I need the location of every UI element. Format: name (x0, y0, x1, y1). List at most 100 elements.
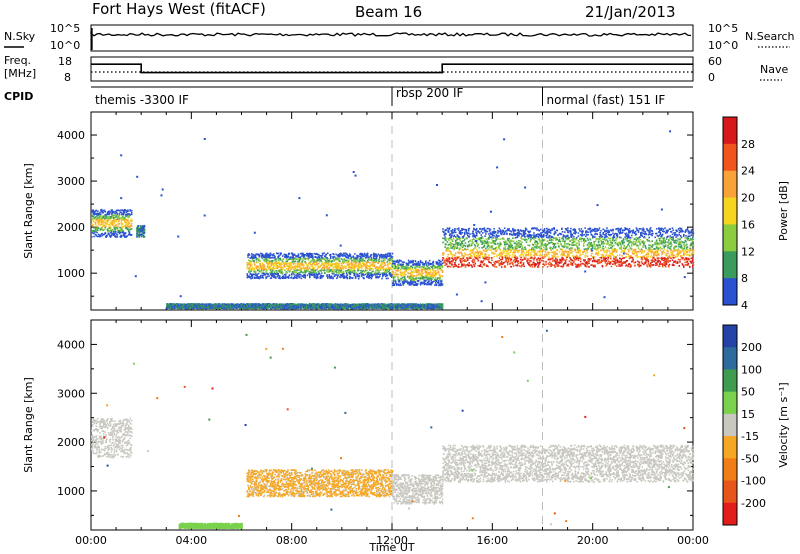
echo-cell (471, 265, 473, 267)
cpid-segments: themis -3300 IF rbsp 200 IF normal (fast) … (95, 86, 665, 107)
echo-cell (252, 277, 254, 279)
echo-cell (524, 247, 526, 249)
echo-cell (357, 275, 359, 277)
echo-cell (498, 231, 500, 233)
echo-cell (539, 250, 541, 252)
echo-cell (427, 269, 429, 271)
echo-cell (494, 253, 496, 255)
echo-cell (294, 276, 296, 278)
echo-cell (114, 228, 116, 230)
echo-cell (565, 246, 567, 248)
echo-cell (102, 233, 104, 235)
echo-cell (424, 264, 426, 266)
echo-cell (291, 277, 293, 279)
echo-cell (523, 238, 525, 240)
echo-cell (545, 263, 547, 265)
echo-cell (378, 271, 380, 273)
echo-cell (475, 247, 477, 249)
echo-cell (517, 246, 519, 248)
echo-cell (298, 261, 300, 263)
echo-cell (312, 265, 314, 267)
echo-cell (92, 232, 94, 234)
echo-cell (363, 277, 365, 279)
echo-cell (570, 262, 572, 264)
echo-cell (354, 273, 356, 275)
echo-cell (390, 253, 392, 255)
echo-cell (524, 231, 526, 233)
echo-cell (456, 265, 458, 267)
echo-cell (253, 254, 255, 256)
echo-cell (453, 259, 455, 261)
echo-cell (564, 242, 566, 244)
echo-cell (451, 243, 453, 245)
echo-cell (351, 257, 353, 259)
cpid-segment-label: normal (fast) 151 IF (547, 93, 666, 107)
echo-cell (462, 255, 464, 257)
echo-cell (338, 264, 340, 266)
echo-cell (472, 252, 474, 254)
echo-cell (368, 258, 370, 260)
echo-cell (333, 270, 335, 272)
echo-cell (305, 254, 307, 256)
echo-cell (493, 237, 495, 239)
echo-cell (514, 259, 516, 261)
echo-cell (97, 226, 99, 228)
echo-cell (262, 277, 264, 279)
echo-cell (318, 263, 320, 265)
echo-cell (93, 216, 95, 218)
echo-cell (405, 274, 407, 276)
echo-cell (563, 236, 565, 238)
echo-cell (309, 277, 311, 279)
echo-cell (311, 254, 313, 256)
echo-cell (393, 282, 395, 284)
echo-cell (581, 241, 583, 243)
echo-cell (473, 264, 475, 266)
echo-cell (95, 229, 97, 231)
echo-cell (97, 236, 99, 238)
echo-cell (388, 259, 390, 261)
echo-cell (535, 244, 537, 246)
echo-cell (560, 241, 562, 243)
echo-cell (544, 230, 546, 232)
echo-cell (126, 215, 128, 217)
echo-cell (578, 235, 580, 237)
echo-cell (274, 268, 276, 270)
echo-cell (526, 229, 528, 231)
echo-cell (270, 255, 272, 257)
echo-cell (317, 277, 319, 279)
echo-cell (338, 274, 340, 276)
echo-cell (101, 224, 103, 226)
echo-cell (408, 264, 410, 266)
echo-cell (361, 265, 363, 267)
echo-cell (446, 229, 448, 231)
echo-cell (287, 262, 289, 264)
echo-cell (547, 266, 549, 268)
echo-cell (333, 272, 335, 274)
echo-cell (392, 266, 394, 268)
echo-cell (466, 231, 468, 233)
echo-cell (323, 252, 325, 254)
echo-cell (505, 257, 507, 259)
echo-cell (510, 263, 512, 265)
echo-cell (94, 218, 96, 220)
echo-cell (495, 231, 497, 233)
echo-cell (386, 273, 388, 275)
echo-cell (530, 236, 532, 238)
echo-cell (387, 261, 389, 263)
echo-cell (360, 270, 362, 272)
echo-cell (559, 237, 561, 239)
echo-cell (530, 254, 532, 256)
echo-cell (539, 252, 541, 254)
echo-cell (594, 256, 596, 258)
echo-cell (131, 210, 133, 212)
echo-cell (312, 255, 314, 257)
echo-cell (341, 255, 343, 257)
echo-cell (353, 259, 355, 261)
echo-cell (93, 236, 95, 238)
echo-cell (533, 262, 535, 264)
echo-cell (126, 210, 128, 212)
echo-cell (129, 209, 131, 211)
echo-cell (496, 247, 498, 249)
echo-cell (266, 270, 268, 272)
echo-cell (323, 264, 325, 266)
